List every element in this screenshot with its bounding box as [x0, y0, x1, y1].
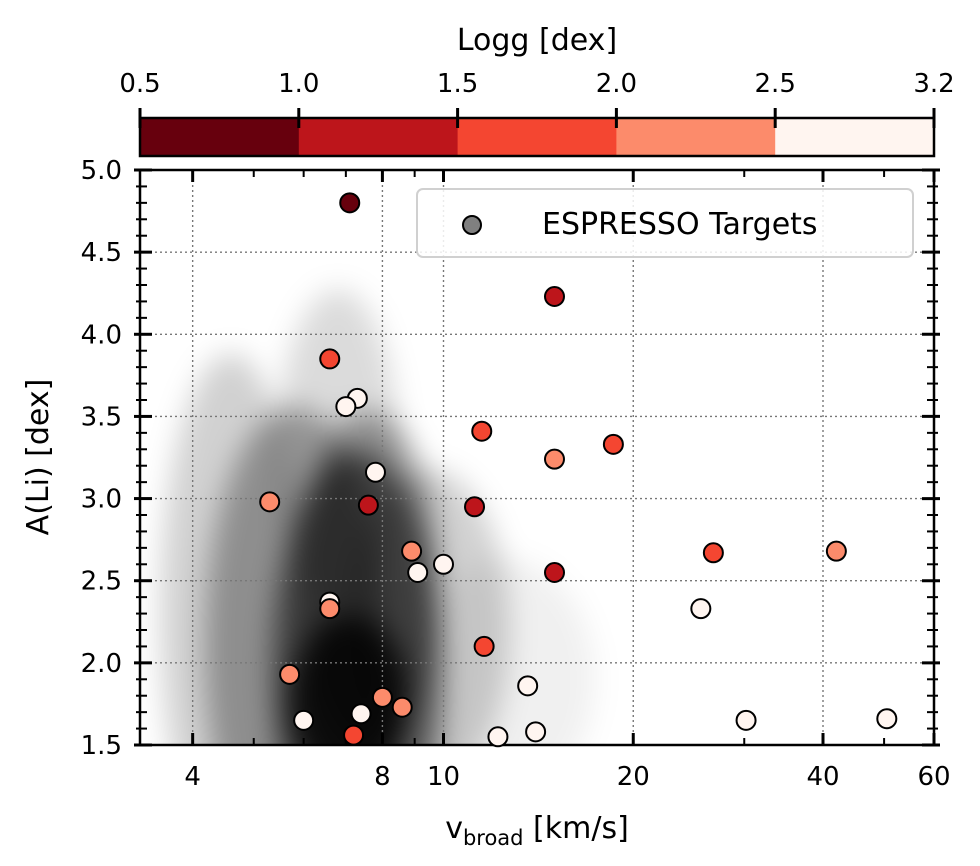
x-tick-label: 10 [427, 762, 460, 792]
data-point [343, 724, 365, 746]
legend-marker [462, 215, 482, 235]
data-point [543, 562, 565, 583]
plot-frame [138, 168, 936, 747]
data-point [407, 562, 429, 583]
plot-area: 4 8 10 20 40 60 1.5 2.0 2.5 3.0 3.5 4.0 4.5 5.0 ESPR… [81, 156, 951, 792]
colorbar-segment [457, 118, 617, 156]
data-point [473, 635, 495, 657]
y-tick-label: 2.0 [81, 649, 122, 679]
x-axis-title-unit: [km/s] [524, 811, 629, 846]
data-point [335, 396, 357, 418]
x-axis: 4 8 10 20 40 60 [184, 170, 951, 792]
density-blob [277, 289, 398, 610]
colorbar-ticks: 0.5 1.0 1.5 2.0 2.5 3.2 [119, 69, 955, 128]
colorbar-tick-label: 0.5 [119, 69, 160, 99]
data-point [876, 708, 898, 730]
y-tick-label: 4.0 [81, 320, 122, 350]
y-axis: 1.5 2.0 2.5 3.0 3.5 4.0 4.5 5.0 [81, 156, 940, 761]
data-point [471, 420, 493, 442]
colorbar-segment [140, 118, 300, 156]
y-tick-label: 2.5 [81, 567, 122, 597]
x-axis-title-main: v [445, 811, 463, 846]
colorbar-tick-label: 1.5 [437, 69, 478, 99]
data-point [364, 461, 386, 483]
data-point [487, 726, 509, 748]
colorbar-segment [616, 118, 776, 156]
colorbar-frame [138, 116, 936, 158]
data-point [517, 675, 539, 697]
x-tick-label: 60 [917, 762, 950, 792]
y-tick-label: 3.5 [81, 402, 122, 432]
data-point [464, 496, 486, 518]
data-point [735, 709, 757, 731]
data-point [357, 494, 379, 516]
y-tick-label: 5.0 [81, 156, 122, 186]
density-blob [414, 559, 595, 745]
data-point [371, 686, 393, 708]
colorbar-tick-label: 2.5 [755, 69, 796, 99]
data-point [602, 433, 624, 455]
data-point [525, 721, 547, 743]
data-point [543, 286, 565, 307]
x-tick-label: 40 [806, 762, 839, 792]
x-axis-title-subscript: broad [463, 826, 524, 850]
y-tick-label: 4.5 [81, 238, 122, 268]
data-point [339, 192, 361, 214]
data-point [702, 542, 724, 564]
colorbar: Logg [dex] 0.5 1.0 1.5 2.0 2.5 3.2 [119, 23, 955, 158]
colorbar-tick-label: 1.0 [278, 69, 319, 99]
data-point [293, 709, 315, 731]
data-point [319, 598, 341, 620]
colorbar-tick-label: 2.0 [596, 69, 637, 99]
data-point [350, 703, 372, 725]
y-tick-label: 3.0 [81, 485, 122, 515]
x-tick-label: 8 [374, 762, 391, 792]
data-point [401, 540, 423, 562]
x-tick-label: 20 [617, 762, 650, 792]
data-point [690, 598, 712, 620]
legend-box [416, 188, 914, 258]
colorbar-label: Logg [dex] [457, 23, 617, 58]
data-point [391, 696, 413, 718]
x-tick-label: 4 [184, 762, 201, 792]
colorbar-tick-label: 3.2 [913, 69, 954, 99]
colorbar-segments [140, 118, 935, 156]
y-tick-label: 1.5 [81, 731, 122, 761]
legend-label: ESPRESSO Targets [542, 207, 818, 242]
legend: ESPRESSO Targets [416, 188, 914, 258]
colorbar-segment [775, 118, 935, 156]
x-axis-title: vbroad [km/s] [445, 811, 629, 850]
y-axis-title: A(Li) [dex] [21, 379, 56, 536]
colorbar-segment [298, 118, 459, 156]
data-point [279, 663, 301, 685]
density-background [160, 289, 595, 745]
scatter-points [259, 192, 898, 748]
data-point [825, 540, 847, 562]
data-point [543, 448, 565, 470]
data-point [319, 348, 341, 370]
data-point [433, 553, 454, 575]
data-point [259, 491, 281, 513]
